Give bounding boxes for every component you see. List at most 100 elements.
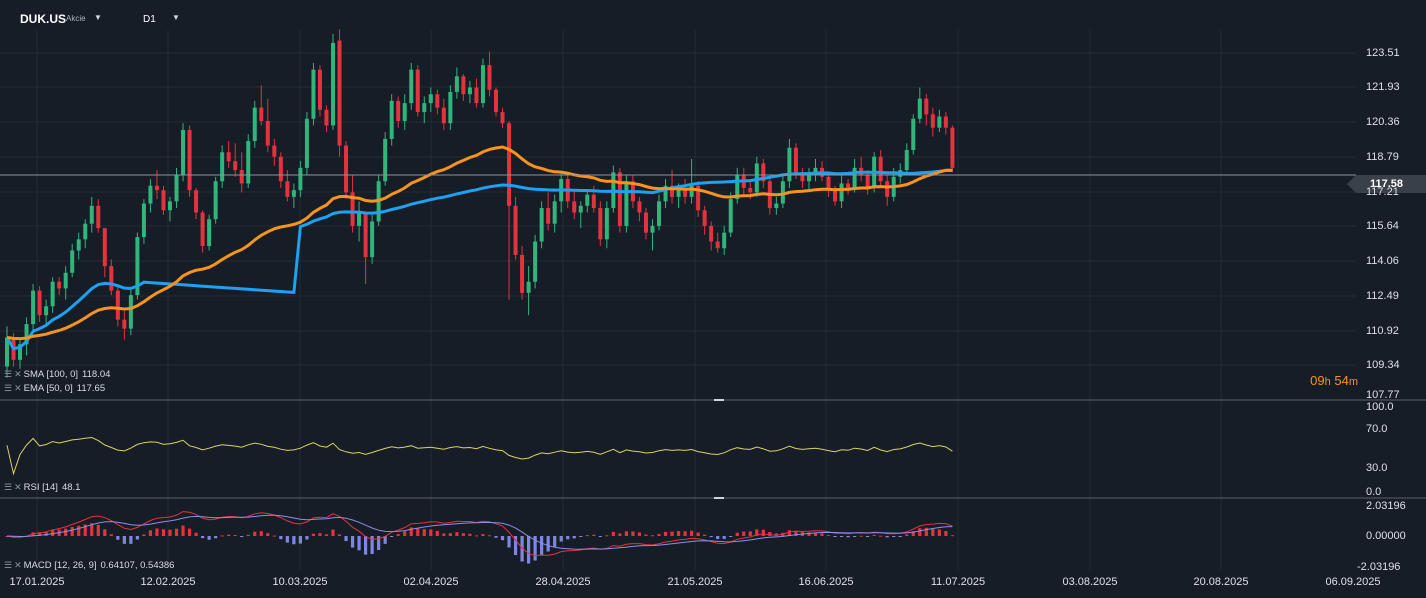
x-axis-label: 02.04.2025 [403,576,459,588]
macd-histogram-bar [500,536,505,541]
candle-body [722,232,727,249]
macd-histogram-bar [644,534,648,536]
macd-histogram-bar [442,533,446,536]
candle-body [259,107,264,121]
macd-histogram-bar [207,536,211,540]
close-icon[interactable]: ✕ [14,560,22,570]
macd-histogram-bar [768,532,772,536]
macd-histogram-bar [344,536,348,542]
candle-body [461,76,466,95]
rsi-axis-label: 0.0 [1366,486,1382,498]
candle-body [441,107,446,124]
macd-histogram-bar [931,528,935,536]
rsi-axis-label: 70.0 [1366,423,1388,435]
x-axis-label: 12.02.2025 [140,576,196,588]
timeframe-selector[interactable]: D1 [143,14,156,25]
candle-body [950,127,955,168]
rsi-pane-resize-handle[interactable] [714,399,724,401]
sma-legend[interactable]: ☰ ✕ SMA [100, 0] 118.04 [4,369,110,380]
settings-icon[interactable]: ☰ [4,383,13,393]
macd-histogram-bar [122,536,126,544]
y-axis-label: 112.49 [1366,290,1399,302]
settings-icon[interactable]: ☰ [4,560,13,570]
macd-histogram-bar [409,527,413,536]
candle-body [181,129,186,175]
y-axis-label: 123.51 [1366,47,1400,59]
candle-body [337,40,342,146]
macd-histogram-bar [905,534,909,536]
candle-body [833,190,838,202]
macd-histogram-bar [624,531,628,536]
macd-histogram-bar [696,532,700,536]
macd-histogram-bar [918,528,922,536]
candle-body [141,203,146,238]
x-axis-label: 16.06.2025 [798,576,854,588]
candle-body [885,181,890,197]
macd-histogram-bar [826,535,831,537]
macd-legend[interactable]: ☰ ✕ MACD [12, 26, 9] 0.64107, 0.54386 [4,560,174,571]
macd-histogram-bar [742,531,746,536]
candle-body [5,337,9,367]
macd-pane-resize-handle[interactable] [714,497,724,499]
macd-histogram [5,523,954,564]
macd-histogram-bar [683,531,687,536]
candle-body [383,138,388,182]
close-icon[interactable]: ✕ [14,369,22,379]
macd-histogram-bar [103,529,107,536]
macd-histogram-bar [527,536,531,564]
macd-axis-label: 0.00000 [1366,530,1406,542]
candle-body [650,225,655,233]
macd-histogram-bar [259,531,263,536]
settings-icon[interactable]: ☰ [4,369,13,379]
macd-histogram-bar [481,534,485,536]
candle-body [578,205,583,213]
candle-body [344,145,349,193]
macd-line [6,511,953,557]
macd-histogram-bar [38,532,42,536]
close-icon[interactable]: ✕ [14,383,22,393]
close-icon[interactable]: ✕ [14,482,22,492]
candle-body [44,306,49,316]
timeframe-dropdown-icon[interactable]: ▼ [172,13,180,22]
candle-countdown: 09h 54m [1310,373,1358,388]
candle-body [37,290,42,316]
candle-body [252,107,257,142]
macd-histogram-bar [461,533,465,536]
candle-body [702,210,707,226]
candle-body [272,145,277,157]
macd-histogram-bar [853,536,857,537]
countdown-h: h [1324,376,1331,388]
candle-body [115,290,120,320]
candle-body [148,185,153,204]
candle-body [683,190,688,197]
macd-histogram-bar [31,532,35,536]
rsi-line [6,436,953,476]
y-axis-label: 107.77 [1366,389,1400,401]
candle-body [917,98,922,119]
candle-body [526,281,531,293]
macd-histogram-bar [383,536,387,544]
candle-body [591,194,596,209]
candle-body [604,208,609,240]
macd-histogram-bar [611,531,615,536]
macd-histogram-bar [403,531,407,536]
candle-body [689,185,694,197]
candle-body [643,212,648,233]
macd-histogram-bar [220,535,224,537]
symbol-name[interactable]: DUK.US [20,12,67,26]
macd-histogram-bar [292,536,296,545]
ema-legend[interactable]: ☰ ✕ EMA [50, 0] 117.65 [4,383,105,394]
candle-body [878,156,883,182]
candle-body [298,167,303,191]
macd-histogram-bar [155,528,159,536]
macd-histogram-bar [755,529,759,536]
candle-body [533,241,538,282]
macd-histogram-bar [83,524,87,536]
symbol-dropdown-icon[interactable]: ▼ [94,13,102,22]
rsi-legend[interactable]: ☰ ✕ RSI [14] 48.1 [4,482,80,493]
macd-histogram-bar [807,532,811,536]
macd-histogram-bar [866,536,870,537]
settings-icon[interactable]: ☰ [4,482,13,492]
macd-histogram-bar [507,536,511,548]
